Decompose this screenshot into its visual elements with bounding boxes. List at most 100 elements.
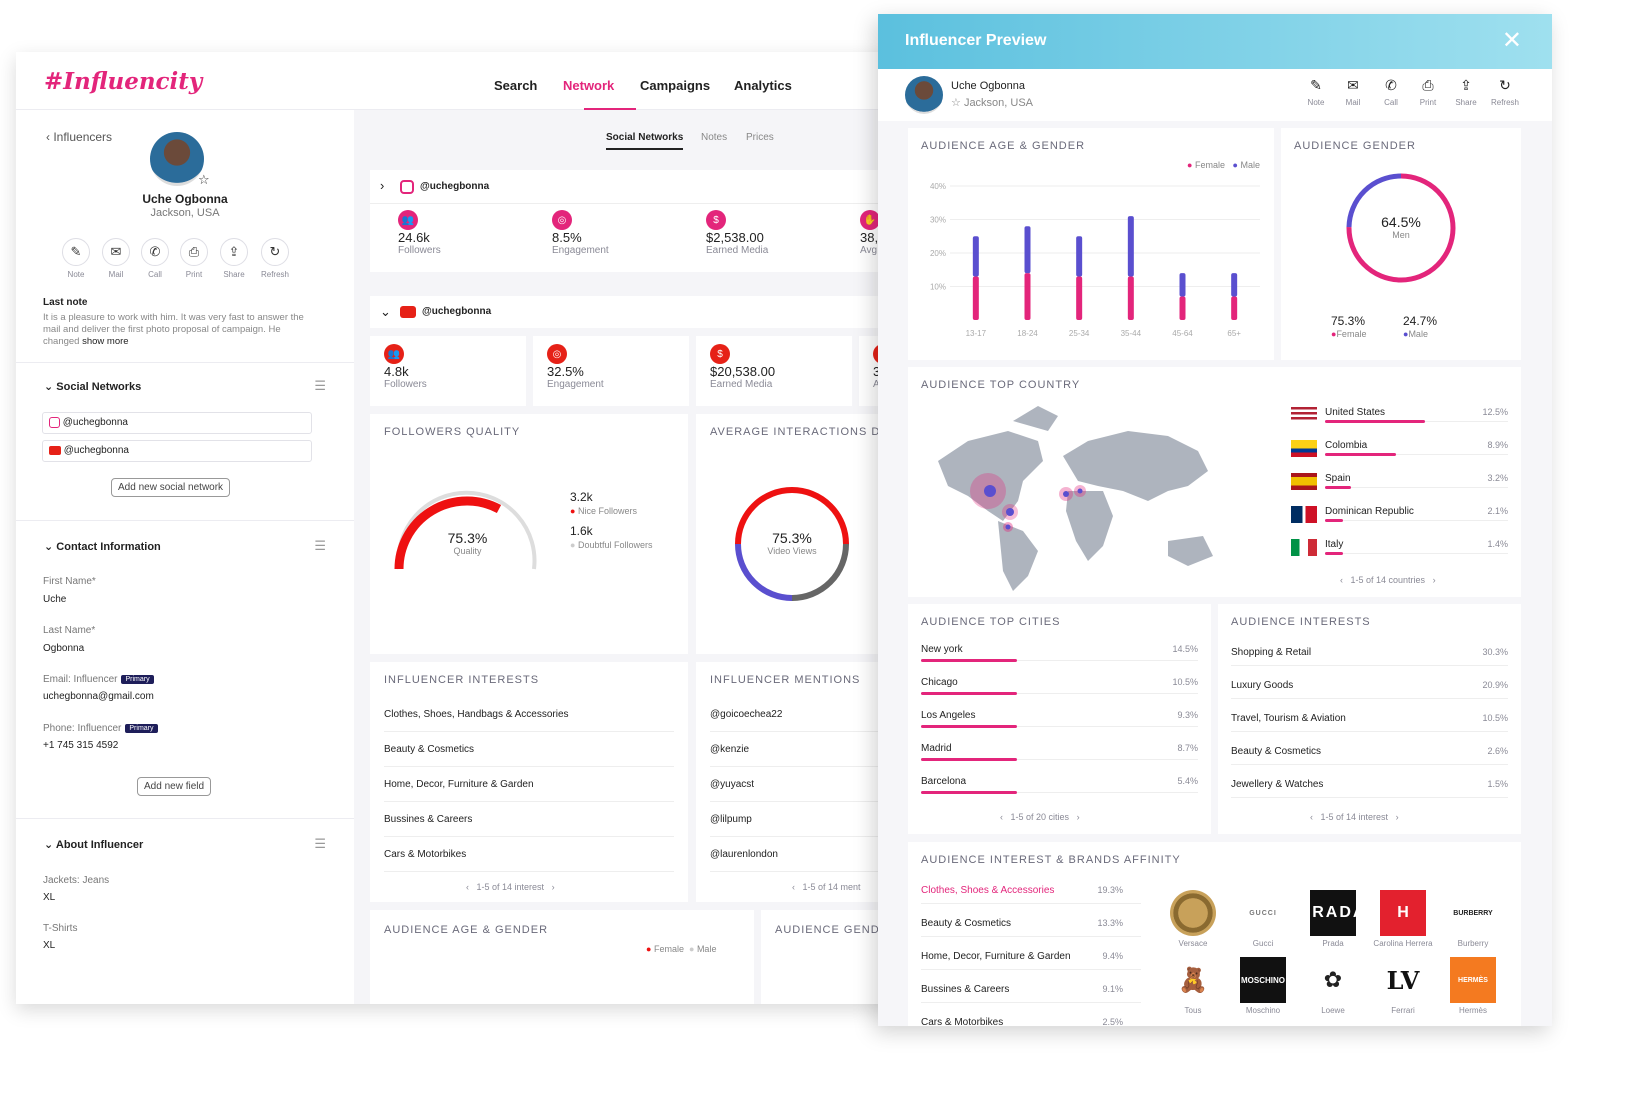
brand-logo-loewe[interactable]: ✿ (1310, 957, 1356, 1003)
instagram-handle[interactable]: @uchegbonna (420, 181, 490, 192)
note-button[interactable]: ✎ Note (61, 238, 91, 279)
menu-icon[interactable]: ☰ (314, 836, 326, 851)
phone-value[interactable]: +1 745 315 4592 (43, 740, 119, 751)
interest-name[interactable]: Beauty & Cosmetics (1231, 746, 1322, 757)
chevron-left-icon[interactable]: ‹ (1000, 812, 1003, 822)
add-social-network-button[interactable]: Add new social network (111, 478, 231, 497)
about-influencer-section-header[interactable]: ⌄ About Influencer (44, 839, 144, 851)
list-item[interactable]: Cars & Motorbikes (384, 837, 674, 872)
bar-male[interactable] (972, 236, 979, 277)
first-name-value[interactable]: Uche (43, 594, 67, 605)
city-name[interactable]: Barcelona (921, 776, 967, 787)
brand-logo-gucci[interactable]: GUCCI (1240, 890, 1286, 936)
interest-name[interactable]: Luxury Goods (1231, 680, 1294, 691)
share-button[interactable]: ⇪ Share (219, 238, 249, 279)
nav-network[interactable]: Network (563, 78, 615, 93)
brand-logo-carolina-herrera[interactable]: H (1380, 890, 1426, 936)
tab-social-networks[interactable]: Social Networks (606, 132, 684, 150)
last-name-value[interactable]: Ogbonna (43, 643, 85, 654)
chevron-right-icon[interactable]: › (1395, 812, 1399, 822)
interest-name[interactable]: Travel, Tourism & Aviation (1231, 713, 1346, 724)
star-icon[interactable]: ☆ (198, 172, 210, 187)
social-network-instagram[interactable]: @uchegbonna (42, 412, 312, 434)
city-name[interactable]: Los Angeles (921, 710, 976, 721)
bar-female[interactable] (1024, 273, 1031, 320)
list-item[interactable]: Beauty & Cosmetics (384, 732, 674, 767)
menu-icon[interactable]: ☰ (314, 538, 326, 553)
call-button[interactable]: ✆ Call (1376, 77, 1406, 107)
bar-male[interactable] (1179, 273, 1186, 297)
bar-female[interactable] (1127, 276, 1134, 320)
nav-search[interactable]: Search (494, 78, 538, 93)
tab-notes[interactable]: Notes (701, 132, 728, 143)
brand-logo-prada[interactable]: PRADA (1300, 890, 1364, 936)
city-name[interactable]: Madrid (921, 743, 952, 754)
donut-slice-female[interactable] (1346, 173, 1456, 283)
interest-name[interactable]: Jewellery & Watches (1231, 779, 1324, 790)
youtube-handle[interactable]: @uchegbonna (422, 306, 492, 317)
social-network-youtube[interactable]: @uchegbonna (42, 440, 312, 462)
chevron-left-icon[interactable]: ‹ (792, 882, 795, 892)
country-name[interactable]: United States (1325, 407, 1386, 418)
call-button[interactable]: ✆ Call (140, 238, 170, 279)
affinity-name[interactable]: Bussines & Careers (921, 984, 1010, 995)
list-item[interactable]: Clothes, Shoes, Handbags & Accessories (384, 697, 674, 732)
bar-male[interactable] (1231, 273, 1238, 297)
print-button[interactable]: ⎙ Print (179, 238, 209, 279)
tshirts-value[interactable]: XL (43, 940, 56, 951)
share-button[interactable]: ⇪ Share (1451, 77, 1481, 107)
bar-female[interactable] (1179, 296, 1186, 320)
chevron-right-icon[interactable]: › (551, 882, 555, 892)
social-networks-section-header[interactable]: ⌄ Social Networks (44, 381, 142, 393)
bar-male[interactable] (1024, 226, 1031, 274)
mail-button[interactable]: ✉ Mail (1338, 77, 1368, 107)
chevron-left-icon[interactable]: ‹ (1310, 812, 1313, 822)
affinity-name[interactable]: Cars & Motorbikes (921, 1017, 1004, 1026)
mail-button[interactable]: ✉ Mail (101, 238, 131, 279)
affinity-name[interactable]: Home, Decor, Furniture & Garden (921, 951, 1071, 962)
add-new-field-button[interactable]: Add new field (137, 777, 212, 796)
donut-slice-male[interactable] (1346, 173, 1402, 228)
menu-icon[interactable]: ☰ (314, 378, 326, 393)
brand-logo-versace[interactable] (1170, 890, 1216, 936)
list-item[interactable]: @kenzie (710, 732, 882, 767)
brand-logo-tous[interactable]: 🧸 (1170, 957, 1216, 1003)
list-item[interactable]: @lilpump (710, 802, 882, 837)
star-icon[interactable]: ☆ (951, 97, 961, 109)
jackets-value[interactable]: XL (43, 892, 56, 903)
chevron-left-icon[interactable]: ‹ (466, 882, 469, 892)
city-name[interactable]: Chicago (921, 677, 958, 688)
list-item[interactable]: @laurenlondon (710, 837, 882, 872)
city-name[interactable]: New york (921, 644, 963, 655)
refresh-button[interactable]: ↻ Refresh (260, 238, 290, 279)
country-name[interactable]: Italy (1325, 539, 1344, 550)
list-item[interactable]: Bussines & Careers (384, 802, 674, 837)
show-more-link[interactable]: show more (82, 336, 129, 347)
close-icon[interactable]: ✕ (1501, 27, 1522, 54)
bar-female[interactable] (972, 276, 979, 320)
bar-female[interactable] (1231, 296, 1238, 320)
brand-logo-ferrari[interactable]: LV (1380, 957, 1426, 1003)
bar-female[interactable] (1076, 276, 1083, 320)
list-item[interactable]: @goicoechea22 (710, 697, 882, 732)
back-to-influencers-link[interactable]: ‹ Influencers (46, 130, 113, 144)
chevron-right-icon[interactable]: › (1076, 812, 1080, 822)
brand-logo-burberry[interactable]: BURBERRY (1450, 890, 1496, 936)
print-button[interactable]: ⎙ Print (1413, 77, 1443, 107)
influencity-logo[interactable]: #Influencity (44, 68, 203, 95)
brand-logo-herm-s[interactable]: HERMÈS (1450, 957, 1496, 1003)
tab-prices[interactable]: Prices (746, 132, 774, 143)
chevron-right-icon[interactable]: › (1432, 575, 1436, 585)
bar-male[interactable] (1076, 236, 1083, 277)
list-item[interactable]: @yuyacst (710, 767, 882, 802)
chevron-right-icon[interactable]: › (380, 178, 385, 193)
note-button[interactable]: ✎ Note (1301, 77, 1331, 107)
refresh-button[interactable]: ↻ Refresh (1490, 77, 1519, 107)
chevron-down-icon[interactable]: ⌄ (380, 304, 391, 319)
affinity-name[interactable]: Beauty & Cosmetics (921, 918, 1012, 929)
list-item[interactable]: Home, Decor, Furniture & Garden (384, 767, 674, 802)
bar-male[interactable] (1127, 216, 1134, 277)
country-name[interactable]: Colombia (1325, 440, 1368, 451)
country-name[interactable]: Spain (1325, 473, 1351, 484)
interest-name[interactable]: Shopping & Retail (1231, 647, 1312, 658)
